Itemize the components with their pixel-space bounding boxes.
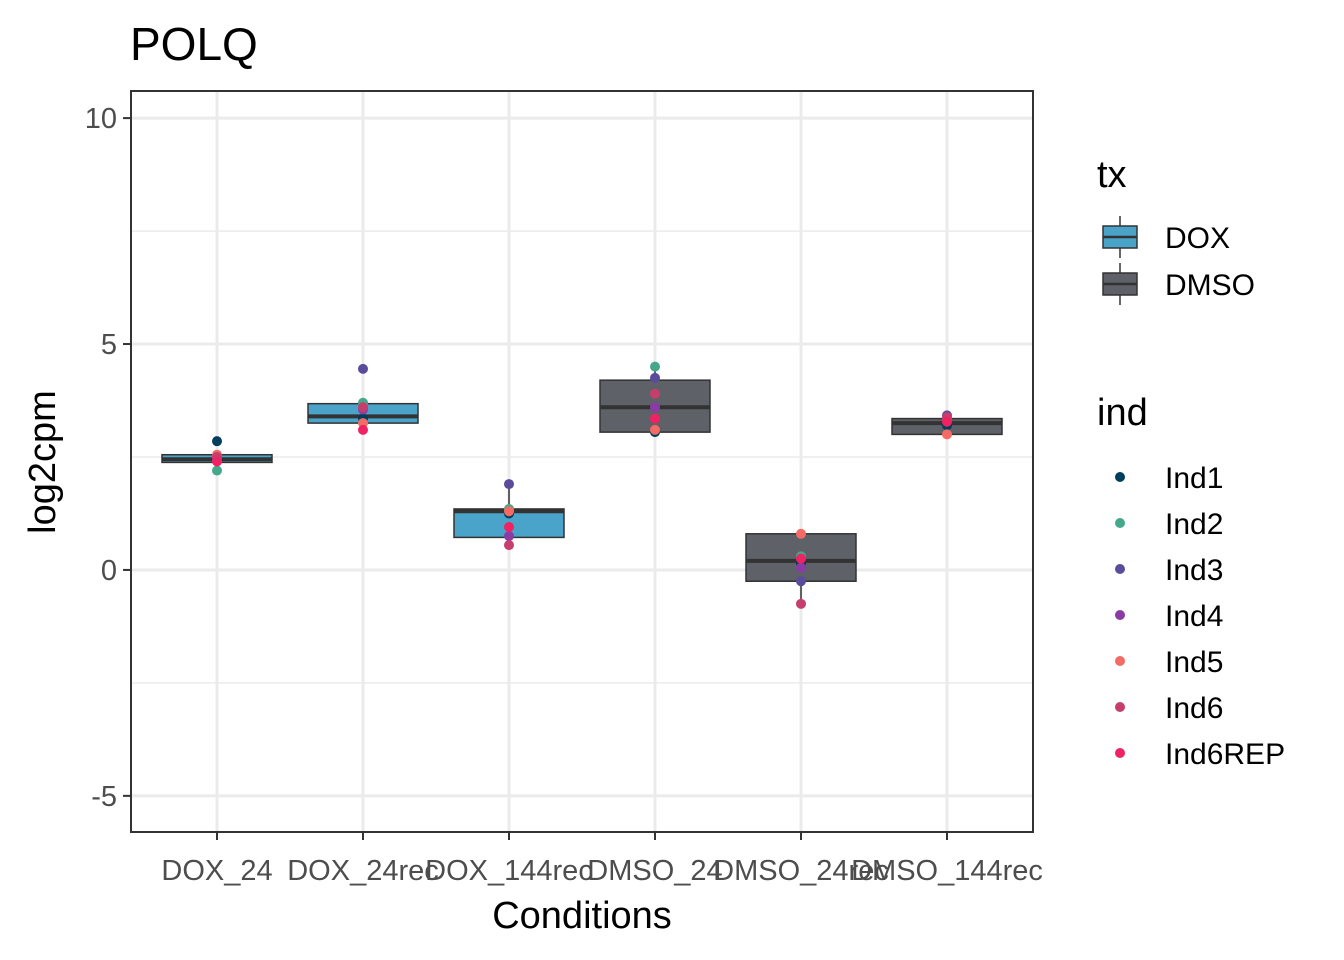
point-DMSO_24rec-Ind3 [796,576,806,587]
x-tick-label: DMSO_24 [587,855,722,887]
legend-ind-key-Ind2 [1115,518,1125,528]
point-DMSO_24rec-Ind6 [796,598,806,609]
point-DOX_24-Ind6REP [212,456,222,467]
point-DMSO_24-Ind6 [650,388,660,399]
point-DMSO_24rec-Ind6REP [796,553,806,564]
point-DMSO_24-Ind5 [650,424,660,435]
x-tick-label: DOX_24 [161,855,272,887]
point-DMSO_144rec-Ind5 [942,429,952,440]
legend-ind: ind Ind1 Ind2 Ind3 Ind4 Ind5 Ind6 Ind6REP [1097,392,1285,771]
x-axis: DOX_24 DOX_24recDOX_144recDMSO_24DMSO_24r… [161,832,1043,887]
legend-tx-label: DOX [1165,222,1230,255]
point-DOX_144rec-Ind6REP [504,522,514,533]
legend-ind-key-Ind5 [1115,656,1125,666]
point-DMSO_144rec-Ind6REP [942,416,952,427]
legend-ind-label: Ind2 [1165,508,1223,541]
legend-tx-title: tx [1097,154,1127,196]
legend-ind-key-Ind6 [1115,702,1125,712]
point-DMSO_24-Ind4 [650,402,660,413]
legend-ind-label: Ind6 [1165,692,1223,725]
chart-title: POLQ [130,18,258,70]
legend-ind-label: Ind6REP [1165,738,1285,771]
point-DOX_144rec-Ind5 [504,506,514,517]
legend-ind-key-Ind6REP [1115,748,1125,758]
point-DMSO_24-Ind3 [650,372,660,383]
legend-tx-key-DMSO [1102,263,1138,305]
legend-ind-label: Ind5 [1165,646,1223,679]
point-DOX_144rec-Ind3 [504,479,514,490]
point-DOX_144rec-Ind6 [504,540,514,551]
x-tick-label: DOX_144rec [425,855,593,887]
legend-ind-label: Ind1 [1165,462,1223,495]
point-DOX_24rec-Ind6REP [358,424,368,435]
legend-ind-key-Ind3 [1115,564,1125,574]
y-tick-label: 10 [85,103,117,135]
grid [131,91,1033,832]
point-DOX_24-Ind1 [212,436,222,447]
x-tick-label: DMSO_24rec [713,855,889,887]
legend-tx: tx DOX DMSO [1097,154,1255,305]
plot-panel-border [130,90,1034,833]
x-tick-label: DOX_24rec [287,855,439,887]
point-DMSO_24rec-Ind4 [796,562,806,573]
x-axis-title: Conditions [492,895,672,937]
point-DOX_24-Ind2 [212,465,222,476]
y-tick-label: 5 [101,329,117,361]
y-axis: -5 0 5 10 [85,103,131,813]
data-points [212,361,952,609]
legend-tx-label: DMSO [1165,269,1255,302]
legend-ind-key-Ind1 [1115,472,1125,482]
point-DOX_144rec-Ind4 [504,531,514,542]
legend-ind-key-Ind4 [1115,610,1125,620]
y-axis-title: log2cpm [22,390,64,534]
point-DOX_24rec-Ind3 [358,363,368,374]
plot-background [131,91,1033,832]
y-tick-label: -5 [91,781,117,813]
legend-ind-label: Ind3 [1165,554,1223,587]
legend-ind-label: Ind4 [1165,600,1223,633]
point-DOX_24rec-Ind6 [358,402,368,413]
point-DMSO_24rec-Ind5 [796,528,806,539]
legend-ind-title: ind [1097,392,1148,434]
x-tick-label: DMSO_144rec [851,855,1043,887]
point-DMSO_24-Ind6REP [650,413,660,424]
y-tick-label: 0 [101,555,117,587]
legend-tx-key-DOX [1102,216,1138,258]
point-DMSO_24-Ind2 [650,361,660,372]
